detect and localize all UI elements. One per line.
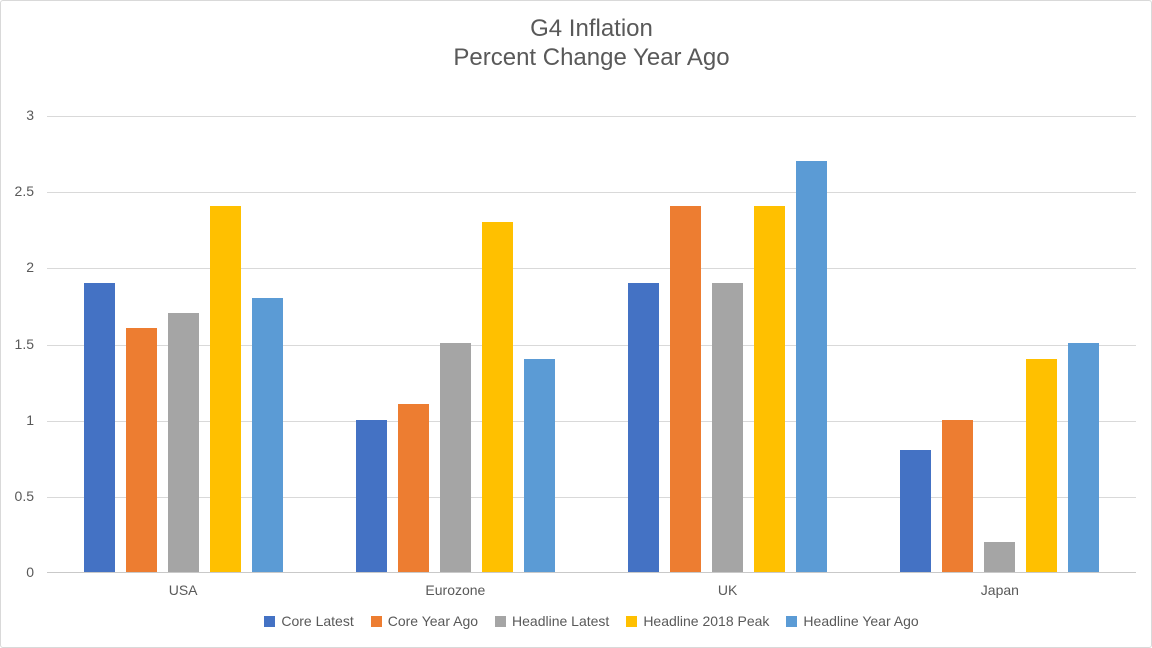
gridline-2.5	[47, 192, 1136, 194]
legend-item-core-latest: Core Latest	[264, 613, 354, 629]
chart-title: G4 Inflation	[530, 15, 653, 42]
bar-uk-headline-year-ago	[796, 161, 828, 572]
gridline-2	[47, 268, 1136, 270]
x-tick-label-usa: USA	[168, 582, 198, 598]
y-tick-label-0: 0	[26, 564, 34, 580]
bar-japan-headline-year-ago	[1068, 343, 1100, 572]
legend: Core Latest Core Year Ago Headline Latest H…	[47, 613, 1136, 629]
bar-usa-headline-latest	[167, 313, 199, 572]
y-tick-label-2: 2	[26, 259, 34, 276]
plot-area	[47, 116, 1136, 573]
bar-japan-core-latest	[900, 450, 932, 572]
legend-label-headline-2018-peak: Headline 2018 Peak	[643, 613, 770, 629]
bar-eurozone-core-latest	[355, 420, 387, 572]
y-tick-label-1.5: 1.5	[14, 335, 34, 352]
legend-item-headline-2018-peak: Headline 2018 Peak	[626, 613, 769, 629]
y-tick-label-0.5: 0.5	[14, 487, 34, 504]
legend-marker-headline-latest	[495, 615, 507, 627]
y-axis: 0 0.5 1 1.5 2 2.5 3	[1, 1, 34, 647]
bar-uk-headline-2018-peak	[754, 206, 786, 572]
bar-uk-headline-latest	[712, 283, 744, 572]
bar-eurozone-headline-2018-peak	[481, 222, 513, 572]
legend-marker-headline-year-ago	[786, 615, 798, 627]
x-tick-label-japan: Japan	[980, 582, 1019, 598]
bar-usa-headline-year-ago	[251, 298, 283, 572]
gridline-0.5	[47, 496, 1136, 498]
chart-title-block: G4 Inflation Percent Change Year Ago	[47, 14, 1136, 72]
bar-usa-core-year-ago	[125, 328, 157, 572]
legend-marker-core-latest	[264, 615, 276, 627]
chart-subtitle: Percent Change Year Ago	[453, 44, 730, 71]
x-axis-line	[47, 572, 1136, 573]
legend-marker-core-year-ago	[370, 615, 382, 627]
legend-item-headline-latest: Headline Latest	[495, 613, 609, 629]
legend-label-core-latest: Core Latest	[281, 613, 354, 629]
bar-usa-core-latest	[83, 283, 115, 572]
bar-japan-core-year-ago	[942, 420, 974, 572]
legend-label-headline-latest: Headline Latest	[512, 613, 610, 629]
legend-marker-headline-2018-peak	[626, 615, 638, 627]
legend-item-core-year-ago: Core Year Ago	[370, 613, 479, 629]
x-axis: USA Eurozone UK Japan	[47, 582, 1136, 602]
gridline-1.5	[47, 344, 1136, 346]
bar-eurozone-core-year-ago	[397, 404, 429, 572]
y-tick-label-3: 3	[26, 107, 34, 123]
bar-usa-headline-2018-peak	[209, 206, 241, 572]
bar-japan-headline-2018-peak	[1026, 359, 1058, 572]
x-tick-label-uk: UK	[717, 582, 738, 598]
y-tick-label-2.5: 2.5	[14, 183, 34, 200]
legend-item-headline-year-ago: Headline Year Ago	[786, 613, 919, 629]
bar-eurozone-headline-year-ago	[523, 359, 555, 572]
gridline-3	[47, 116, 1136, 117]
legend-label-core-year-ago: Core Year Ago	[387, 613, 479, 629]
gridline-1	[47, 420, 1136, 422]
x-tick-label-eurozone: Eurozone	[425, 582, 486, 598]
bar-japan-headline-latest	[984, 542, 1016, 572]
y-tick-label-1: 1	[26, 411, 34, 428]
bar-uk-core-latest	[628, 283, 660, 572]
bar-eurozone-headline-latest	[439, 343, 471, 572]
legend-label-headline-year-ago: Headline Year Ago	[803, 613, 919, 629]
bar-uk-core-year-ago	[670, 206, 702, 572]
